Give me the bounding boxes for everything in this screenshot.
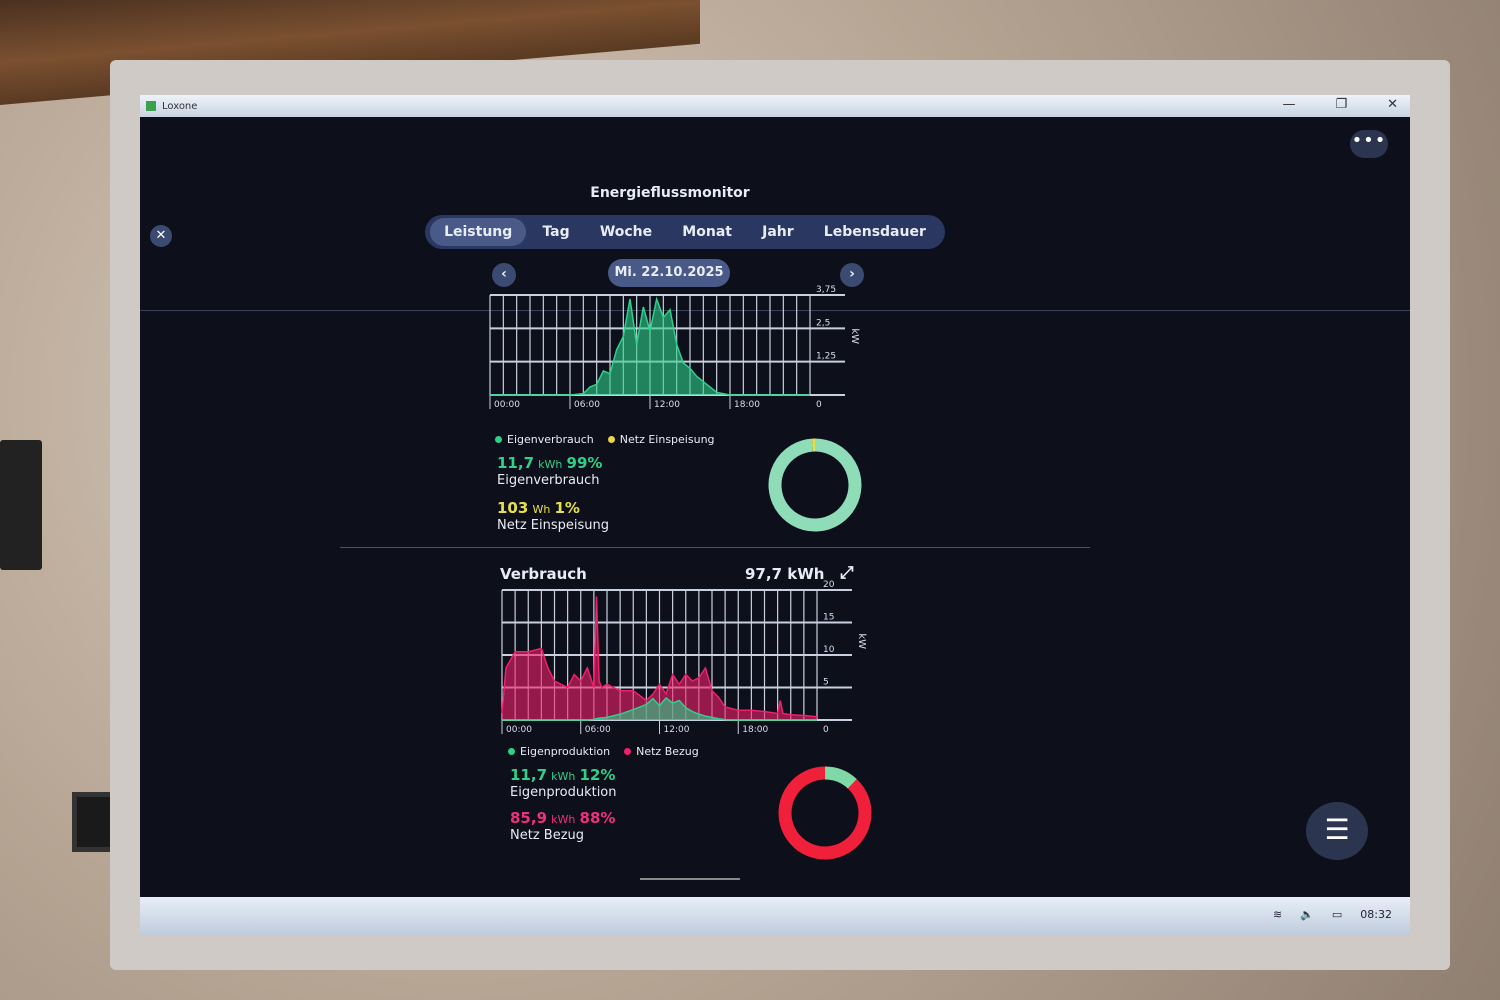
stat-percent: 1% bbox=[554, 499, 580, 517]
legend-label: Eigenproduktion bbox=[520, 745, 611, 758]
prev-date-button[interactable]: ‹ bbox=[492, 263, 516, 287]
legend-item-eigenproduktion: Eigenproduktion bbox=[508, 745, 610, 758]
taskbar: ≋ 🔈 ▭ 08:32 bbox=[140, 897, 1410, 935]
stat-value: 11,7 bbox=[510, 766, 548, 784]
legend-label: Netz Einspeisung bbox=[619, 433, 715, 446]
tab-monat[interactable]: Monat bbox=[682, 224, 732, 240]
consumption-chart: 0 5 10 15 20 kW 00:00 06:00 12:00 18:00 bbox=[501, 580, 867, 735]
y-tick-label: 0 bbox=[823, 725, 829, 735]
stat-eigenproduktion: 11,7 kWh 12% Eigenproduktion bbox=[510, 767, 617, 801]
period-tabs: Leistung Tag Woche Monat Jahr Lebensdaue… bbox=[425, 215, 945, 249]
date-selector[interactable]: Mi. 22.10.2025 bbox=[608, 259, 730, 287]
stat-percent: 12% bbox=[579, 766, 616, 784]
close-button[interactable]: ✕ bbox=[150, 225, 172, 247]
stat-eigenverbrauch: 11,7 kWh 99% Eigenverbrauch bbox=[497, 455, 602, 489]
consumption-donut bbox=[778, 766, 872, 860]
stat-percent: 99% bbox=[566, 454, 603, 472]
y-tick-label: 3,75 bbox=[816, 285, 836, 295]
page-title: Energieflussmonitor bbox=[590, 185, 750, 201]
x-tick-label: 06:00 bbox=[574, 400, 600, 410]
consumption-total: 97,7 kWh bbox=[745, 565, 825, 583]
stat-value: 85,9 bbox=[510, 809, 548, 827]
tab-lebensdauer[interactable]: Lebensdauer bbox=[823, 224, 926, 240]
expand-icon[interactable]: ⤢ bbox=[840, 563, 854, 583]
series-line-eigenverbrauch bbox=[490, 296, 810, 396]
donut-slice-eigenproduktion bbox=[824, 766, 857, 789]
stat-label: Eigenproduktion bbox=[510, 785, 617, 800]
home-indicator bbox=[640, 878, 740, 880]
tab-tag[interactable]: Tag bbox=[542, 224, 570, 240]
window-close-button[interactable]: ✕ bbox=[1387, 97, 1398, 112]
consumption-title: Verbrauch bbox=[500, 565, 587, 583]
stat-netz-einspeisung: 103 Wh 1% Netz Einspeisung bbox=[497, 500, 609, 534]
y-tick-label: 5 bbox=[823, 678, 829, 688]
x-tick-label: 00:00 bbox=[494, 400, 520, 410]
stat-unit: kWh bbox=[551, 770, 576, 783]
wall-keypad bbox=[0, 440, 42, 570]
production-legend: Eigenverbrauch Netz Einspeisung bbox=[495, 433, 715, 446]
legend-item-netz-einspeisung: Netz Einspeisung bbox=[607, 433, 715, 446]
donut-slice-netz-bezug bbox=[778, 766, 872, 860]
legend-item-netz-bezug: Netz Bezug bbox=[624, 745, 699, 758]
volume-icon[interactable]: 🔈 bbox=[1300, 908, 1314, 921]
series-area-eigenproduktion bbox=[502, 697, 817, 720]
y-axis-unit: kW bbox=[849, 328, 860, 344]
clock[interactable]: 08:32 bbox=[1360, 908, 1392, 921]
legend-dot bbox=[624, 748, 632, 755]
stat-netz-bezug: 85,9 kWh 88% Netz Bezug bbox=[510, 810, 615, 844]
wifi-icon[interactable]: ≋ bbox=[1272, 908, 1283, 921]
y-tick-label: 1,25 bbox=[816, 352, 836, 362]
series-line-eigenproduktion bbox=[502, 696, 817, 721]
legend-dot bbox=[508, 748, 515, 755]
loxone-logo-icon bbox=[146, 101, 156, 111]
x-tick-label: 12:00 bbox=[654, 400, 680, 410]
legend-item-eigenverbrauch: Eigenverbrauch bbox=[495, 433, 594, 446]
stat-label: Netz Einspeisung bbox=[497, 518, 609, 533]
battery-icon[interactable]: ▭ bbox=[1331, 908, 1343, 921]
legend-label: Netz Bezug bbox=[636, 745, 699, 758]
stat-value: 103 bbox=[497, 499, 529, 517]
y-tick-label: 20 bbox=[823, 580, 835, 590]
y-tick-label: 0 bbox=[816, 400, 822, 410]
stat-label: Eigenverbrauch bbox=[497, 473, 600, 488]
stat-unit: kWh bbox=[538, 458, 563, 471]
tab-leistung[interactable]: Leistung bbox=[430, 218, 527, 246]
more-options-button[interactable]: ••• bbox=[1350, 130, 1388, 158]
stat-unit: Wh bbox=[532, 503, 551, 516]
tab-woche[interactable]: Woche bbox=[599, 224, 653, 240]
next-date-button[interactable]: › bbox=[840, 263, 864, 287]
series-area-netz-bezug bbox=[502, 596, 817, 720]
y-axis-unit: kW bbox=[856, 633, 867, 649]
header-divider bbox=[140, 310, 1410, 311]
tab-jahr[interactable]: Jahr bbox=[762, 224, 794, 240]
menu-button[interactable]: ☰ bbox=[1306, 802, 1368, 860]
series-line-netz-bezug bbox=[501, 596, 818, 718]
restore-button[interactable]: ❐ bbox=[1335, 97, 1348, 112]
stat-unit: kWh bbox=[551, 813, 576, 826]
y-tick-label: 2,5 bbox=[816, 318, 830, 328]
minimize-button[interactable]: — bbox=[1282, 97, 1296, 112]
x-tick-label: 18:00 bbox=[734, 400, 760, 410]
app-name: Loxone bbox=[162, 100, 198, 112]
legend-dot bbox=[607, 436, 615, 443]
x-tick-label: 18:00 bbox=[742, 725, 768, 735]
stat-label: Netz Bezug bbox=[510, 828, 585, 843]
legend-label: Eigenverbrauch bbox=[507, 433, 594, 446]
donut-slice-eigenverbrauch bbox=[768, 438, 862, 532]
series-area-eigenverbrauch bbox=[490, 299, 810, 395]
x-tick-label: 12:00 bbox=[664, 725, 690, 735]
y-tick-label: 10 bbox=[823, 645, 835, 655]
x-tick-label: 00:00 bbox=[506, 725, 532, 735]
consumption-legend: Eigenproduktion Netz Bezug bbox=[508, 745, 699, 758]
production-donut bbox=[768, 438, 862, 532]
window-titlebar: Loxone — ❐ ✕ bbox=[140, 95, 1410, 117]
legend-dot bbox=[495, 436, 502, 443]
y-tick-label: 15 bbox=[823, 613, 834, 623]
stat-percent: 88% bbox=[579, 809, 616, 827]
x-tick-label: 06:00 bbox=[585, 725, 611, 735]
stat-value: 11,7 bbox=[497, 454, 535, 472]
section-divider bbox=[340, 547, 1090, 548]
production-chart: 0 1,25 2,5 3,75 kW 00:00 06:00 12:00 18:00 bbox=[489, 285, 860, 410]
screen: Loxone — ❐ ✕ ••• ✕ Energieflussmonitor L… bbox=[140, 95, 1410, 935]
